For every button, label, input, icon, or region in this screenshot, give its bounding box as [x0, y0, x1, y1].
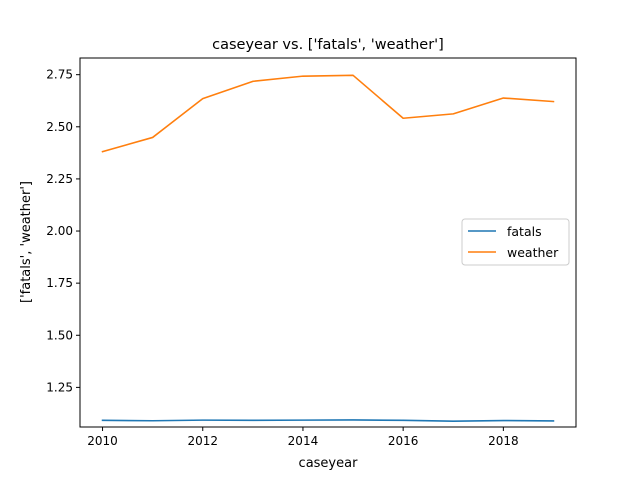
- series-line-weather: [101, 74, 555, 153]
- y-tick-label: 2.25: [46, 172, 73, 186]
- legend-label-fatals: fatals: [507, 224, 542, 239]
- x-tick-label: 2012: [187, 434, 218, 448]
- y-axis-label: ['fatals', 'weather']: [19, 181, 34, 303]
- x-tick-label: 2016: [388, 434, 419, 448]
- y-tick-label: 2.50: [46, 120, 73, 134]
- y-tick-label: 1.25: [46, 380, 73, 394]
- y-tick-label: 1.50: [46, 328, 73, 342]
- x-axis: 2010 2012 2014 2016 2018: [87, 427, 519, 448]
- plot-frame: [79, 57, 577, 428]
- legend: fatals weather: [461, 218, 570, 266]
- legend-label-weather: weather: [507, 245, 559, 260]
- y-axis: 1.25 1.50 1.75 2.00 2.25 2.50 2.75: [46, 68, 80, 394]
- x-tick-label: 2010: [87, 434, 118, 448]
- plot-area: 2010 2012 2014 2016 2018 1.25 1.50 1.75 2.00 2.2…: [46, 57, 577, 448]
- y-tick-label: 2.00: [46, 224, 73, 238]
- x-tick-label: 2018: [488, 434, 519, 448]
- x-tick-label: 2014: [288, 434, 319, 448]
- series-line-fatals: [101, 419, 555, 422]
- y-tick-label: 1.75: [46, 276, 73, 290]
- y-tick-label: 2.75: [46, 68, 73, 82]
- chart-title: caseyear vs. ['fatals', 'weather']: [212, 37, 444, 53]
- series-layer: [101, 74, 555, 422]
- x-axis-label: caseyear: [299, 456, 359, 471]
